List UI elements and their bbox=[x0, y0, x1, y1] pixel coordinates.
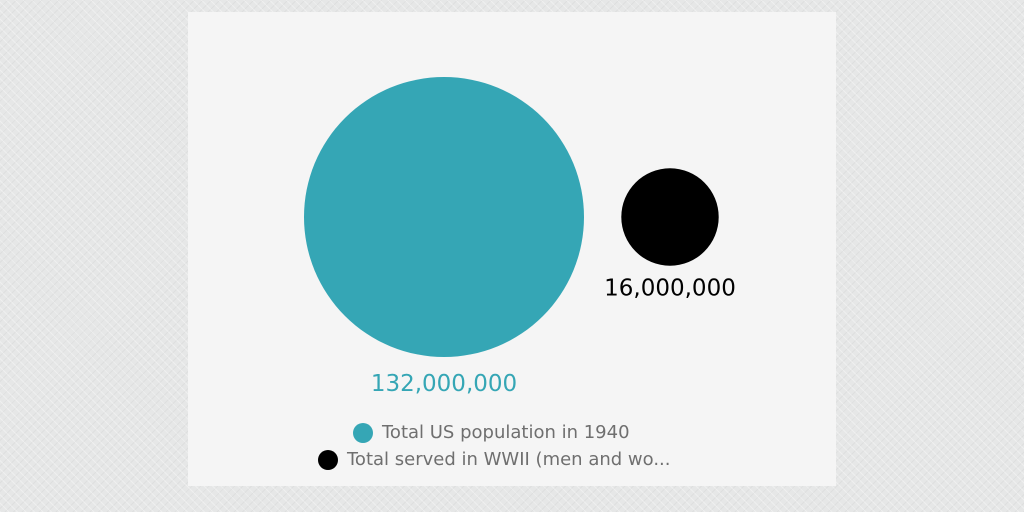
chart-card: 132,000,000 16,000,000 Total US populatio… bbox=[188, 12, 836, 486]
legend-swatch-population bbox=[353, 422, 373, 443]
bubble-served[interactable] bbox=[621, 168, 719, 266]
legend-label-served: Total served in WWII (men and wo... bbox=[347, 449, 671, 470]
legend-swatch-served bbox=[318, 449, 338, 470]
legend-label-population: Total US population in 1940 bbox=[382, 422, 630, 443]
legend: Total US population in 1940 Total served… bbox=[188, 12, 836, 486]
bubble-label-population: 132,000,000 bbox=[371, 371, 517, 397]
legend-item-population[interactable]: Total US population in 1940 bbox=[353, 422, 630, 443]
bubble-label-served: 16,000,000 bbox=[604, 276, 736, 302]
bubble-chart: 132,000,000 16,000,000 bbox=[304, 77, 736, 397]
bubble-population[interactable] bbox=[304, 77, 584, 357]
legend-item-served[interactable]: Total served in WWII (men and wo... bbox=[318, 449, 670, 470]
